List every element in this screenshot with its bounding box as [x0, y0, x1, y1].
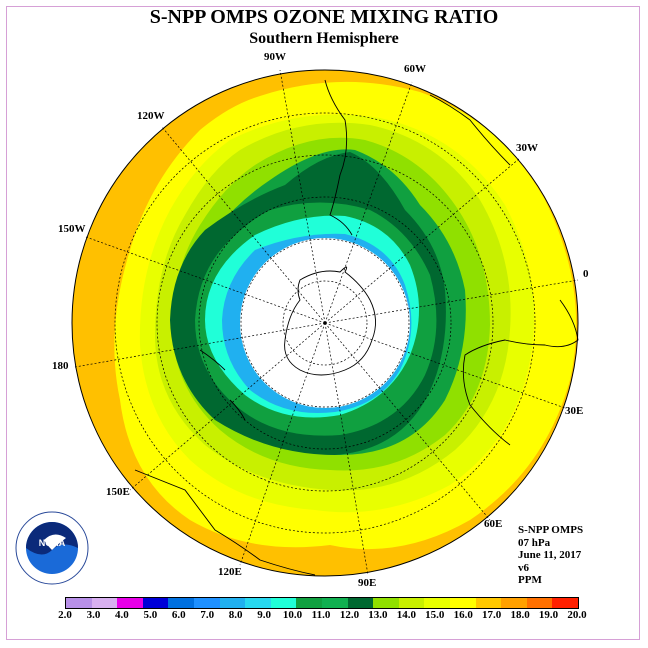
- color-scale-ticks: 2.0 3.0 4.0 5.0 6.0 7.0 8.0 9.0 10.0 11.0 12.0 13.0…: [50, 609, 600, 623]
- lon-label-150w: 150W: [58, 223, 86, 235]
- lon-label-60e: 60E: [484, 518, 503, 530]
- lon-label-150e: 150E: [106, 486, 130, 498]
- color-scale-tick-label: 9.0: [257, 609, 271, 621]
- color-scale-segment: [117, 598, 143, 608]
- info-version: v6: [518, 561, 529, 574]
- color-scale-segment: [373, 598, 399, 608]
- globe-outline: [71, 69, 579, 577]
- color-scale-tick-label: 17.0: [482, 609, 502, 621]
- color-scale-segment: [193, 598, 220, 608]
- info-units: PPM: [518, 574, 542, 586]
- color-scale-segment: [321, 598, 348, 608]
- color-scale-tick-label: 14.0: [396, 609, 416, 621]
- graticule: [74, 69, 579, 576]
- info-block: S-NPP OMPS 07 hPa June 11, 2017 v6 PPM: [518, 524, 583, 587]
- lon-label-180: 180: [52, 360, 69, 372]
- color-scale-segment: [526, 598, 553, 608]
- color-scale-tick-label: 12.0: [339, 609, 360, 621]
- map-subtitle: Southern Hemisphere: [249, 30, 399, 47]
- color-scale-tick-label: 8.0: [228, 609, 243, 621]
- lon-label-30w: 30W: [516, 142, 538, 154]
- coastlines: [134, 79, 579, 576]
- color-scale-tick-label: 4.0: [115, 609, 129, 621]
- africa-coast: [462, 299, 579, 446]
- color-scale-segment: [449, 598, 476, 608]
- color-scale-segment: [552, 598, 578, 608]
- color-scale-tick-label: 13.0: [368, 609, 388, 621]
- new-zealand-coast: [199, 349, 246, 421]
- color-scale-segment: [347, 598, 374, 608]
- color-scale-segment: [501, 598, 527, 608]
- color-scale-segment: [475, 598, 502, 608]
- info-instrument: S-NPP OMPS: [518, 524, 584, 536]
- color-scale-segment: [219, 598, 246, 608]
- noaa-logo: NOAA: [15, 511, 89, 585]
- color-scale-tick-label: 10.0: [282, 609, 303, 621]
- color-scale-segment: [424, 598, 450, 608]
- color-scale-tick-label: 15.0: [425, 609, 445, 621]
- color-scale-tick-label: 20.0: [567, 609, 587, 621]
- info-date: June 11, 2017: [518, 549, 582, 561]
- antarctica-coast: [284, 266, 376, 376]
- lon-label-90e: 90E: [358, 577, 377, 589]
- lon-label-120w: 120W: [137, 110, 165, 122]
- color-scale-tick-label: 3.0: [86, 609, 101, 621]
- noaa-logo-text: NOAA: [39, 538, 66, 548]
- color-scale-tick-label: 7.0: [200, 609, 215, 621]
- color-scale-segment: [66, 598, 92, 608]
- south-pole-marker: [323, 321, 327, 325]
- lon-label-60w: 60W: [404, 63, 426, 75]
- info-level: 07 hPa: [518, 536, 551, 549]
- color-scale-tick-label: 18.0: [510, 609, 530, 621]
- color-scale-segment: [168, 598, 194, 608]
- color-scale-tick-label: 5.0: [143, 609, 158, 621]
- color-scale-tick-label: 2.0: [58, 609, 72, 621]
- lon-label-90w: 90W: [264, 51, 286, 63]
- color-scale-tick-label: 16.0: [453, 609, 473, 621]
- plot-frame: [6, 6, 640, 640]
- color-scale-tick-label: 19.0: [538, 609, 559, 621]
- color-scale-tick-label: 6.0: [171, 609, 186, 621]
- color-scale-segment: [91, 598, 118, 608]
- map-title: S-NPP OMPS OZONE MIXING RATIO: [149, 6, 499, 28]
- color-scale-segment: [245, 598, 271, 608]
- color-scale-segment: [142, 598, 169, 608]
- lon-label-30e: 30E: [565, 405, 584, 417]
- color-scale-tick-label: 11.0: [311, 609, 331, 621]
- color-scale-segment: [296, 598, 322, 608]
- lon-label-0: 0: [583, 268, 589, 280]
- color-scale-segment: [398, 598, 425, 608]
- color-scale-segment: [270, 598, 297, 608]
- australia-coast: [134, 469, 316, 576]
- color-scale-bar: [65, 597, 579, 609]
- south-america-coast: [324, 79, 511, 236]
- lon-label-120e: 120E: [218, 566, 242, 578]
